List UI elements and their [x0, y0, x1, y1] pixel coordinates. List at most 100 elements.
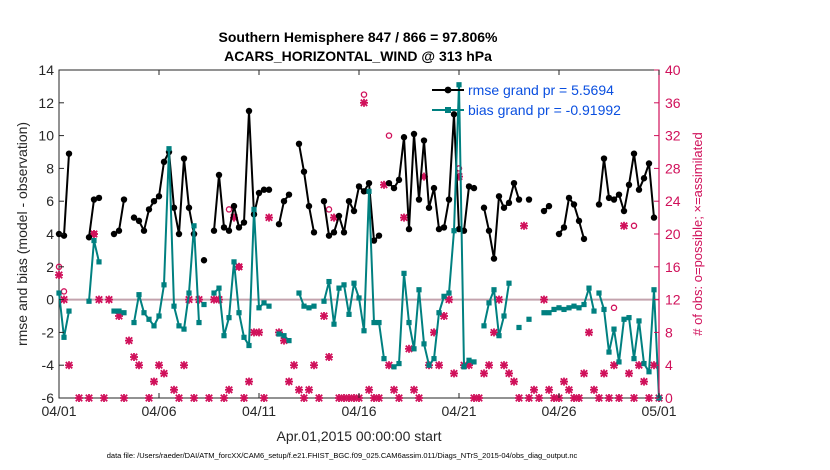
- obs-assimilated-marker: [120, 394, 128, 402]
- point-bias: [181, 326, 187, 332]
- point-bias: [606, 349, 612, 355]
- point-bias: [256, 305, 262, 311]
- point-rmse: [160, 158, 168, 166]
- point-rmse: [285, 191, 293, 198]
- point-bias: [286, 338, 292, 344]
- point-bias: [356, 295, 362, 301]
- obs-assimilated-marker: [145, 394, 153, 402]
- point-bias: [161, 282, 167, 288]
- obs-assimilated-marker: [240, 394, 248, 402]
- y-tick-label-right: 28: [665, 160, 681, 176]
- point-rmse: [610, 196, 618, 203]
- obs-assimilated-marker: [85, 394, 93, 402]
- point-bias: [481, 323, 487, 329]
- point-rmse: [640, 175, 648, 182]
- point-bias: [246, 342, 252, 349]
- obs-assimilated-marker: [640, 377, 648, 386]
- point-bias: [451, 228, 457, 234]
- x-axis-label: Apr.01,2015 00:00:00 start: [276, 428, 441, 444]
- x-tick-label: 04/16: [341, 403, 376, 419]
- point-rmse: [110, 230, 118, 238]
- y-tick-label-left: 2: [46, 259, 54, 275]
- obs-assimilated-marker: [410, 385, 418, 394]
- point-bias: [281, 333, 287, 339]
- point-bias: [636, 318, 642, 324]
- point-bias: [406, 319, 412, 326]
- point-rmse: [390, 184, 398, 192]
- point-rmse: [235, 224, 243, 231]
- point-bias: [461, 364, 467, 370]
- point-bias: [416, 287, 422, 293]
- y-tick-label-right: 16: [665, 259, 681, 275]
- point-rmse: [85, 234, 93, 241]
- obs-assimilated-marker: [600, 369, 608, 378]
- point-rmse: [230, 202, 238, 210]
- point-bias: [626, 315, 632, 321]
- obs-assimilated-marker: [395, 394, 403, 402]
- point-bias: [556, 305, 562, 311]
- point-bias: [56, 290, 62, 296]
- point-bias: [201, 301, 207, 308]
- obs-assimilated-marker: [485, 361, 493, 370]
- point-rmse: [435, 225, 443, 233]
- point-bias: [546, 310, 552, 316]
- point-bias: [131, 319, 137, 326]
- x-tick-label: 04/21: [441, 403, 476, 419]
- point-rmse: [130, 214, 138, 221]
- y-tick-label-left: -4: [42, 357, 55, 373]
- point-rmse: [620, 207, 628, 215]
- point-bias: [171, 303, 177, 309]
- x-tick-label: 04/01: [41, 403, 76, 419]
- obs-assimilated-marker: [535, 394, 543, 402]
- point-rmse: [180, 155, 188, 162]
- series-rmse: [55, 107, 658, 264]
- point-bias: [646, 369, 652, 375]
- obs-assimilated-marker: [530, 385, 538, 394]
- point-rmse: [295, 140, 303, 147]
- point-bias: [611, 326, 617, 332]
- point-bias: [456, 82, 462, 88]
- obs-assimilated-marker: [105, 295, 113, 304]
- point-bias: [151, 323, 157, 329]
- y-tick-label-right: 24: [665, 193, 681, 209]
- y-tick-label-right: 32: [665, 128, 681, 144]
- point-bias: [111, 308, 117, 314]
- point-rmse: [145, 206, 153, 213]
- point-bias: [571, 303, 577, 309]
- point-bias: [371, 319, 377, 326]
- point-rmse: [265, 186, 273, 193]
- obs-assimilated-marker: [315, 394, 323, 402]
- obs-assimilated-marker: [255, 328, 263, 337]
- point-rmse: [425, 204, 433, 211]
- point-bias: [146, 316, 152, 322]
- point-rmse: [405, 225, 413, 233]
- point-rmse: [260, 186, 268, 193]
- obs-assimilated-marker: [400, 213, 408, 222]
- point-rmse: [90, 196, 98, 203]
- point-bias: [616, 359, 622, 365]
- obs-assimilated-marker: [445, 295, 453, 304]
- left-axis: -6 -4 -2 0 2 4 6 8 10 12 14: [38, 62, 64, 406]
- point-bias: [301, 303, 307, 309]
- obs-assimilated-marker: [55, 271, 63, 279]
- point-bias: [176, 323, 182, 329]
- point-rmse: [420, 137, 428, 144]
- y-tick-label-left: 4: [46, 226, 54, 242]
- point-bias: [421, 341, 427, 347]
- point-rmse: [300, 168, 308, 175]
- obs-assimilated-marker: [475, 394, 483, 402]
- point-rmse: [320, 198, 328, 205]
- point-rmse: [430, 184, 438, 192]
- obs-assimilated-marker: [615, 394, 623, 402]
- obs-assimilated-marker: [290, 361, 298, 370]
- obs-assimilated-marker: [505, 369, 513, 378]
- legend-marker-bias: [445, 107, 451, 113]
- point-rmse: [500, 204, 508, 211]
- point-bias: [526, 316, 532, 322]
- point-bias: [251, 206, 257, 212]
- point-bias: [501, 313, 507, 319]
- obs-possible-marker: [385, 132, 393, 139]
- point-rmse: [600, 155, 608, 162]
- point-bias: [566, 305, 572, 311]
- point-rmse: [245, 107, 253, 115]
